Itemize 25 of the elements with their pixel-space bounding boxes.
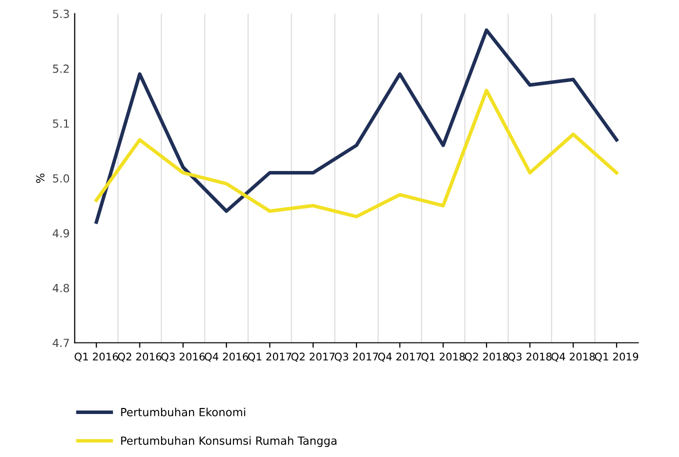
x-tick-label: Q3 2018 xyxy=(508,352,552,362)
x-tick-label: Q4 2017 xyxy=(378,352,422,362)
x-tick-label: Q4 2016 xyxy=(204,352,248,362)
x-tick-label: Q3 2016 xyxy=(161,352,205,362)
line-series xyxy=(94,88,618,218)
x-tick-label: Q2 2017 xyxy=(291,352,335,362)
y-tick-label: 5.2 xyxy=(53,64,69,73)
x-tick-label: Q2 2016 xyxy=(118,352,162,362)
legend-label: Pertumbuhan Konsumsi Rumah Tangga xyxy=(121,436,336,447)
x-tick-label: Q2 2018 xyxy=(464,352,508,362)
line-series xyxy=(94,28,618,224)
x-tick-label: Q3 2017 xyxy=(334,352,378,362)
y-tick-label: 4.8 xyxy=(52,284,70,292)
y-tick-label: 4.7 xyxy=(52,338,69,347)
y-tick-label: 5.0 xyxy=(53,174,70,183)
y-tick-label: 4.9 xyxy=(52,229,70,238)
x-tick-label: Q1 2017 xyxy=(248,352,292,362)
y-axis-title: % xyxy=(36,174,44,183)
x-tick-label: Q1 2016 xyxy=(74,352,118,362)
x-tick-label: Q1 2019 xyxy=(594,352,638,362)
y-tick-label: 5.3 xyxy=(53,10,69,18)
legend-label: Pertumbuhan Ekonomi xyxy=(121,408,246,416)
x-tick-label: Q1 2018 xyxy=(421,352,465,362)
y-tick-label: 5.1 xyxy=(53,120,69,128)
x-tick-label: Q4 2018 xyxy=(551,352,595,362)
